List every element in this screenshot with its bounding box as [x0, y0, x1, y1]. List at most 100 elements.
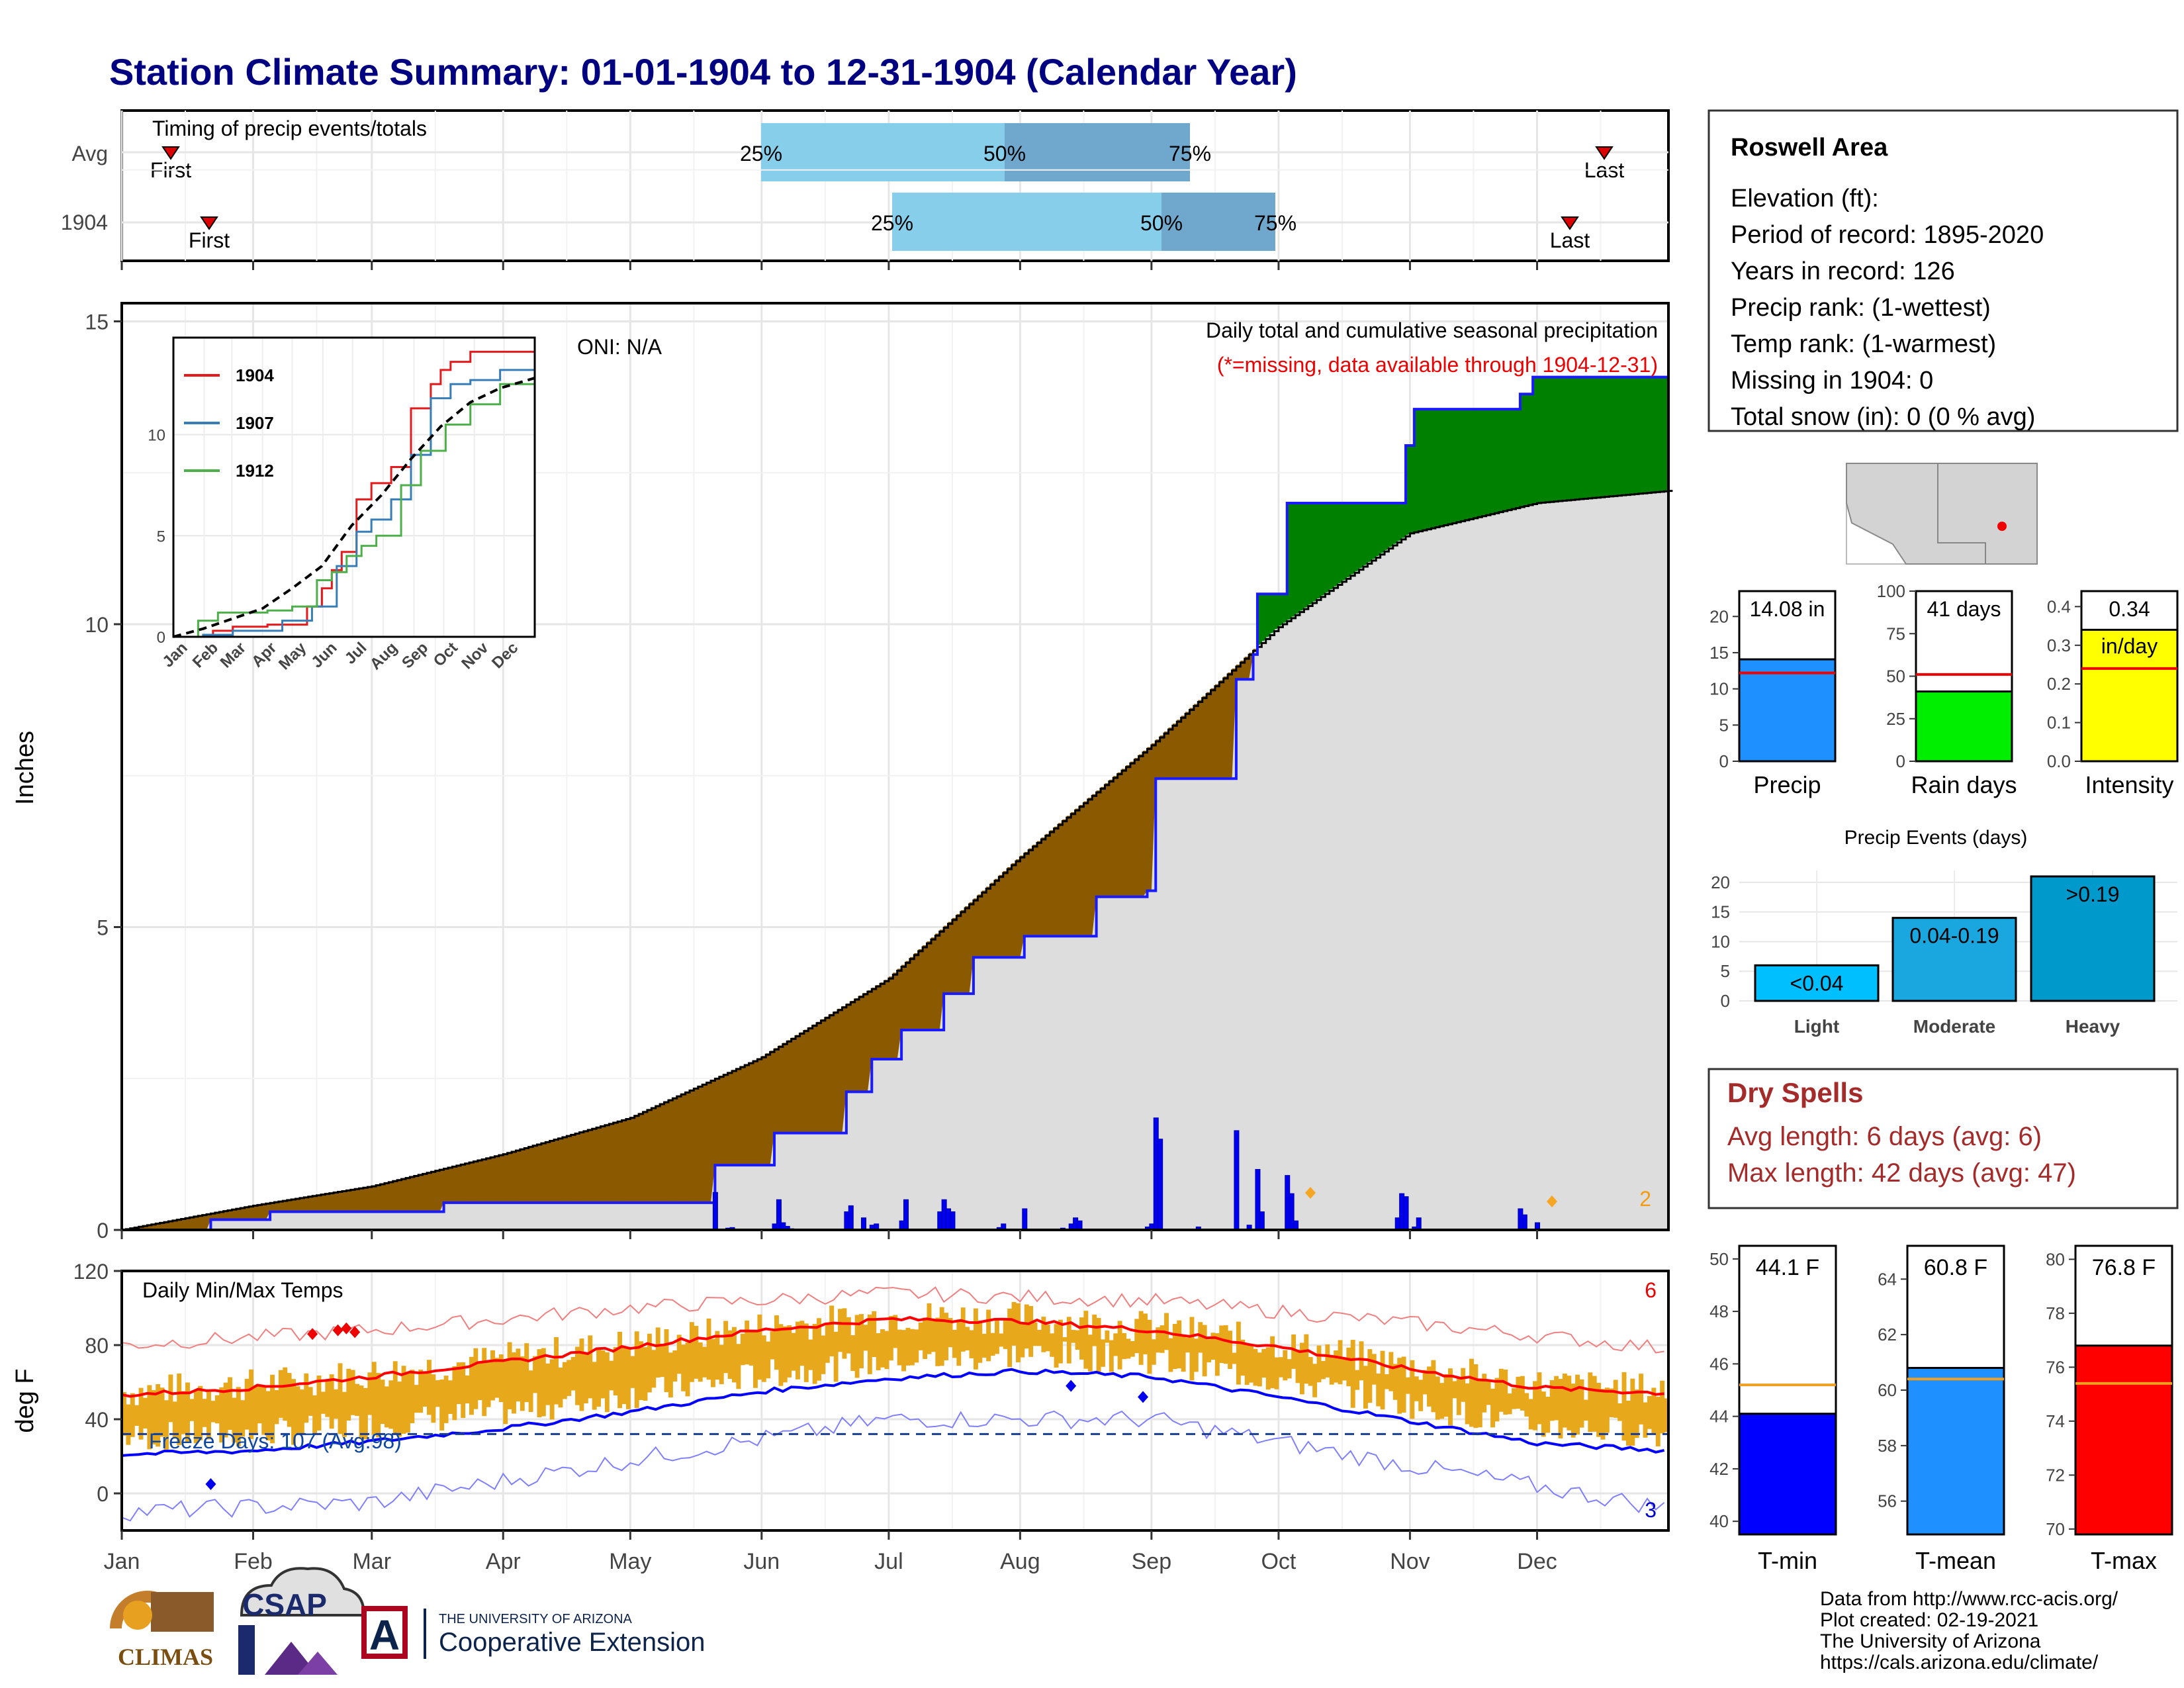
deficit-fill: [1160, 735, 1165, 779]
deficit-fill: [1087, 798, 1093, 937]
temp-panel-tick-label: 76: [2046, 1357, 2065, 1377]
deficit-fill: [1028, 848, 1034, 937]
daily-temp-range-bar: [846, 1317, 851, 1354]
deficit-fill: [990, 882, 995, 958]
daily-temp-range-bar: [579, 1338, 584, 1411]
daily-temp-range-bar: [719, 1344, 724, 1385]
university-of-arizona-logo[interactable]: A THE UNIVERSITY OF ARIZONA Cooperative …: [361, 1606, 705, 1659]
daily-temp-range-bar: [1172, 1323, 1177, 1370]
deficit-fill: [710, 1080, 715, 1203]
deficit-fill: [214, 1212, 220, 1220]
deficit-fill: [1050, 830, 1055, 937]
deficit-fill: [723, 1074, 729, 1166]
events-title: Precip Events (days): [1844, 827, 2028, 849]
surplus-fill: [1385, 502, 1390, 550]
deficit-fill: [1236, 665, 1241, 680]
daily-temp-range-bar: [1329, 1357, 1334, 1385]
daily-temp-range-bar: [257, 1385, 262, 1424]
daily-temp-range-bar: [1253, 1348, 1258, 1386]
climas-logo[interactable]: CLIMAS: [110, 1591, 214, 1670]
daily-temp-range-bar: [1392, 1364, 1398, 1400]
deficit-fill: [261, 1203, 267, 1220]
avg-tmin-line: [121, 1368, 1665, 1457]
surplus-fill: [1334, 502, 1339, 586]
deficit-fill: [461, 1164, 466, 1203]
avg-q25-q50-bar: [761, 123, 1005, 181]
deficit-fill: [367, 1186, 373, 1212]
daily-temp-range-bar: [1028, 1305, 1034, 1357]
surplus-fill: [1503, 409, 1508, 511]
daily-temp-range-bar: [799, 1321, 805, 1366]
deficit-fill: [948, 921, 953, 994]
daily-temp-range-bar: [630, 1356, 635, 1388]
record-high-marker: [332, 1324, 343, 1336]
bar-panel-tick-label: 0: [1896, 751, 1905, 771]
bar-panel-label: Rain days: [1911, 771, 2017, 798]
daily-temp-range-bar: [1202, 1325, 1207, 1377]
daily-temp-range-bar: [1346, 1347, 1351, 1387]
avg-q25-label: 25%: [740, 142, 782, 165]
daily-temp-range-bar: [1130, 1341, 1135, 1357]
daily-temp-range-bar: [223, 1382, 228, 1438]
daily-temp-range-bar: [791, 1333, 796, 1371]
inset-legend-label: 1904: [236, 365, 274, 385]
deficit-fill: [363, 1187, 368, 1212]
daily-precip-bar: [1077, 1220, 1083, 1231]
avg-last-marker: [1595, 146, 1614, 160]
surplus-fill: [1308, 502, 1313, 605]
daily-temp-range-bar: [761, 1335, 766, 1382]
deficit-fill: [774, 1048, 780, 1133]
deficit-fill: [757, 1058, 762, 1166]
precip-ytick-label: 5: [97, 915, 109, 939]
page-title: Station Climate Summary: 01-01-1904 to 1…: [109, 51, 1297, 93]
deficit-fill: [490, 1156, 496, 1203]
deficit-fill: [549, 1140, 555, 1203]
month-axis: Jan Feb Mar Apr May Jun Jul Aug Sep Oct Nov Dec: [104, 261, 1557, 1574]
deficit-fill: [320, 1194, 326, 1212]
events-tick-label: 20: [1711, 872, 1730, 892]
deficit-fill: [888, 976, 893, 1059]
daily-temp-range-bar: [541, 1348, 546, 1417]
daily-temp-range-bar: [710, 1338, 715, 1387]
surplus-fill: [1346, 502, 1351, 578]
deficit-fill: [164, 1221, 169, 1230]
daily-temp-range-bar: [736, 1344, 741, 1389]
surplus-fill: [1477, 409, 1482, 517]
year-q25-label: 25%: [871, 211, 913, 235]
daily-temp-range-bar: [1236, 1321, 1241, 1385]
daily-temp-range-bar: [740, 1333, 745, 1366]
daily-temp-range-bar: [655, 1327, 660, 1378]
precip-missing-note: (*=missing, data available through 1904-…: [1217, 353, 1658, 377]
surplus-fill: [1482, 409, 1487, 516]
deficit-fill: [1185, 712, 1191, 779]
surplus-fill: [1376, 502, 1381, 557]
surplus-fill: [1363, 502, 1369, 565]
events-category-label: Moderate: [1913, 1016, 1995, 1037]
daily-temp-range-bar: [694, 1325, 699, 1379]
daily-temp-range-bar: [1045, 1325, 1050, 1352]
precip-events-panel: Precip Events (days) 0 5 10 15 20 <0.04 Light 0…: [1711, 827, 2177, 1037]
timing-panel: Timing of precip events/totals Avg 1904 …: [61, 109, 1670, 262]
deficit-fill: [278, 1201, 283, 1212]
deficit-fill: [435, 1170, 440, 1212]
daily-temp-range-bar: [935, 1317, 940, 1366]
year-first-label: First: [189, 228, 230, 252]
csap-wordmark: CSAP: [242, 1587, 327, 1622]
events-bar-label: >0.19: [2066, 882, 2120, 906]
deficit-fill: [923, 945, 928, 1031]
daily-temp-range-bar: [168, 1374, 173, 1423]
daily-temp-range-bar: [706, 1318, 711, 1380]
daily-temp-range-bar: [825, 1323, 830, 1363]
deficit-fill: [1117, 772, 1122, 897]
daily-temp-range-bar: [159, 1387, 165, 1437]
deficit-fill: [202, 1214, 207, 1230]
daily-temp-range-bar: [1075, 1330, 1080, 1350]
daily-temp-range-bar: [1490, 1388, 1495, 1428]
deficit-fill: [749, 1062, 754, 1166]
surplus-fill: [1625, 377, 1631, 495]
temp-panel-tick-label: 56: [1878, 1491, 1897, 1511]
daily-temp-range-bar: [1609, 1388, 1614, 1417]
temp-panel-value-bar: [1906, 1366, 2005, 1536]
deficit-fill: [465, 1162, 470, 1203]
csap-logo[interactable]: CSAP: [238, 1567, 366, 1675]
